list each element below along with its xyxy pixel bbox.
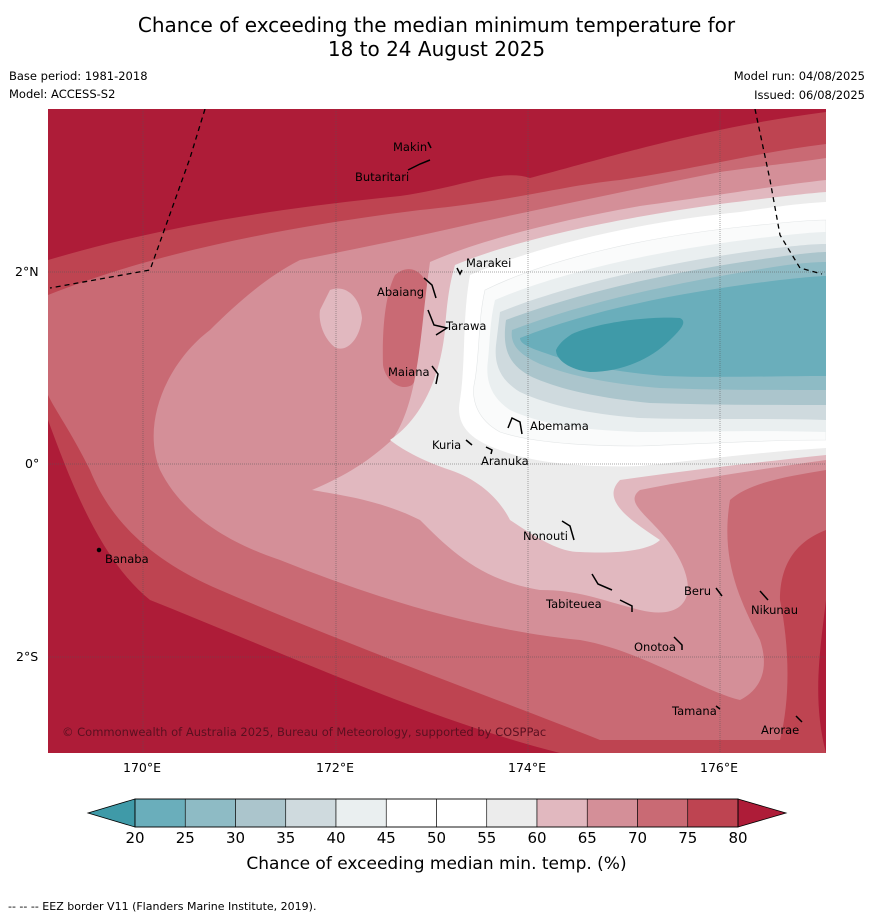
lat-tick-2n: 2°N (15, 264, 39, 279)
model-name: Model: ACCESS-S2 (9, 87, 116, 101)
place-label-nonouti: Nonouti (523, 529, 568, 543)
place-label-kuria: Kuria (432, 438, 461, 452)
colorbar-min-arrow (86, 798, 136, 828)
colorbar-tick-label: 30 (225, 829, 246, 847)
colorbar-tick-label: 25 (175, 829, 195, 847)
place-label-maiana: Maiana (388, 365, 430, 379)
place-label-abaiang: Abaiang (377, 285, 424, 299)
colorbar-cell (335, 798, 387, 828)
place-label-aranuka: Aranuka (481, 454, 529, 468)
lon-tick-176e: 176°E (700, 760, 739, 775)
colorbar-cell (235, 798, 287, 828)
colorbar (86, 798, 788, 828)
colorbar-tick-label: 35 (276, 829, 296, 847)
title-line-2: 18 to 24 August 2025 (327, 37, 546, 61)
colorbar-cell (285, 798, 337, 828)
place-label-butaritari: Butaritari (355, 170, 409, 184)
colorbar-cell (184, 798, 236, 828)
colorbar-tick-label: 60 (527, 829, 547, 847)
colorbar-cell (637, 798, 689, 828)
colorbar-cell (486, 798, 538, 828)
place-label-nikunau: Nikunau (751, 603, 798, 617)
islands (96, 141, 803, 723)
lat-tick-2s: 2°S (16, 649, 39, 664)
place-labels: Makin Butaritari Marakei Abaiang Tarawa … (105, 140, 799, 737)
colorbar-cell (536, 798, 588, 828)
lon-tick-170e: 170°E (123, 760, 162, 775)
place-label-banaba: Banaba (105, 552, 149, 566)
eez-border (49, 109, 823, 289)
place-label-arorae: Arorae (761, 723, 799, 737)
colorbar-title: Chance of exceeding median min. temp. (%… (246, 854, 627, 874)
place-label-onotoa: Onotoa (634, 640, 676, 654)
lon-tick-172e: 172°E (316, 760, 355, 775)
place-label-tarawa: Tarawa (445, 319, 486, 333)
lon-tick-174e: 174°E (508, 760, 547, 775)
colorbar-cell (586, 798, 638, 828)
lat-tick-0: 0° (25, 456, 40, 471)
place-label-makin: Makin (393, 140, 427, 154)
place-label-beru: Beru (684, 584, 711, 598)
colorbar-tick-label: 20 (125, 829, 145, 847)
colorbar-max-arrow (737, 798, 788, 828)
copyright-notice: © Commonwealth of Australia 2025, Bureau… (62, 725, 546, 739)
colorbar-tick-label: 70 (627, 829, 648, 847)
colorbar-tick-label: 50 (426, 829, 447, 847)
colorbar-tick-label: 80 (728, 829, 748, 847)
colorbar-tick-label: 65 (577, 829, 597, 847)
colorbar-cell (134, 798, 186, 828)
colorbar-tick-label: 55 (477, 829, 497, 847)
colorbar-cell (385, 798, 437, 828)
title-line-1: Chance of exceeding the median minimum t… (137, 13, 736, 37)
model-run: Model run: 04/08/2025 (733, 69, 865, 83)
colorbar-cell (687, 798, 739, 828)
place-label-abemama: Abemama (530, 419, 589, 433)
issued-date: Issued: 06/08/2025 (754, 88, 865, 102)
base-period: Base period: 1981-2018 (9, 69, 148, 83)
place-label-tamana: Tamana (671, 704, 717, 718)
colorbar-tick-label: 40 (326, 829, 346, 847)
colorbar-tick-label: 75 (678, 829, 698, 847)
graticule (48, 109, 826, 753)
colorbar-tick-label: 45 (376, 829, 396, 847)
probability-contours: Makin Butaritari Marakei Abaiang Tarawa … (48, 109, 826, 753)
place-label-marakei: Marakei (466, 256, 511, 270)
colorbar-cell (436, 798, 488, 828)
place-label-tabiteuea: Tabiteuea (545, 597, 602, 611)
eez-footnote: -- -- -- EEZ border V11 (Flanders Marine… (8, 900, 317, 913)
